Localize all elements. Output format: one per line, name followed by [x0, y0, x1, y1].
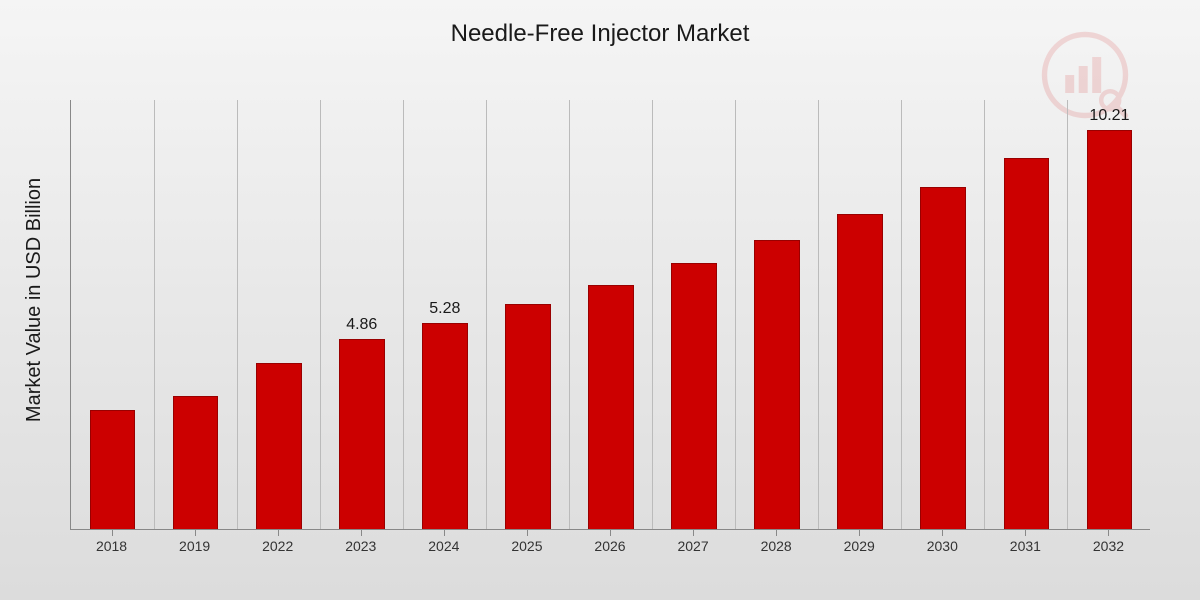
x-tick-label: 2023 [345, 538, 376, 554]
bar [754, 240, 800, 529]
x-tick-label: 2025 [511, 538, 542, 554]
x-tick-label: 2022 [262, 538, 293, 554]
bar [920, 187, 966, 529]
bar [837, 214, 883, 529]
x-tick-label: 2027 [677, 538, 708, 554]
bar [505, 304, 551, 529]
x-tick-label: 2024 [428, 538, 459, 554]
bar: 4.86 [339, 339, 385, 529]
x-tick-mark [693, 530, 694, 536]
x-tick-mark [278, 530, 279, 536]
bar-value-label: 4.86 [340, 316, 384, 334]
grid-line [1067, 100, 1068, 529]
x-tick-label: 2030 [927, 538, 958, 554]
bar-value-label: 10.21 [1088, 107, 1132, 125]
x-tick-mark [859, 530, 860, 536]
bar: 5.28 [422, 323, 468, 529]
grid-line [652, 100, 653, 529]
y-axis-label: Market Value in USD Billion [23, 178, 46, 422]
grid-line [901, 100, 902, 529]
x-tick-label: 2026 [594, 538, 625, 554]
x-tick-mark [776, 530, 777, 536]
x-tick-mark [1025, 530, 1026, 536]
x-tick-label: 2031 [1010, 538, 1041, 554]
grid-line [569, 100, 570, 529]
x-tick-mark [444, 530, 445, 536]
grid-line [154, 100, 155, 529]
bar [173, 396, 219, 529]
bar [671, 263, 717, 529]
grid-line [735, 100, 736, 529]
bar-value-label: 5.28 [423, 300, 467, 318]
bar: 10.21 [1087, 130, 1133, 529]
x-tick-label: 2018 [96, 538, 127, 554]
grid-line [818, 100, 819, 529]
x-tick-label: 2032 [1093, 538, 1124, 554]
x-tick-mark [610, 530, 611, 536]
bar [1004, 158, 1050, 529]
x-tick-mark [361, 530, 362, 536]
bar [588, 285, 634, 529]
x-tick-mark [195, 530, 196, 536]
grid-line [237, 100, 238, 529]
x-tick-label: 2029 [844, 538, 875, 554]
x-tick-mark [942, 530, 943, 536]
x-tick-label: 2019 [179, 538, 210, 554]
grid-line [403, 100, 404, 529]
grid-line [320, 100, 321, 529]
x-tick-mark [527, 530, 528, 536]
chart-title: Needle-Free Injector Market [0, 20, 1200, 48]
x-tick-mark [1108, 530, 1109, 536]
x-tick-label: 2028 [761, 538, 792, 554]
bar [90, 410, 136, 529]
chart-area: 4.86 5.28 10.21 [70, 100, 1150, 530]
grid-line [984, 100, 985, 529]
bars-container: 4.86 5.28 10.21 [71, 100, 1150, 529]
x-tick-mark [112, 530, 113, 536]
bar [256, 363, 302, 529]
grid-line [486, 100, 487, 529]
